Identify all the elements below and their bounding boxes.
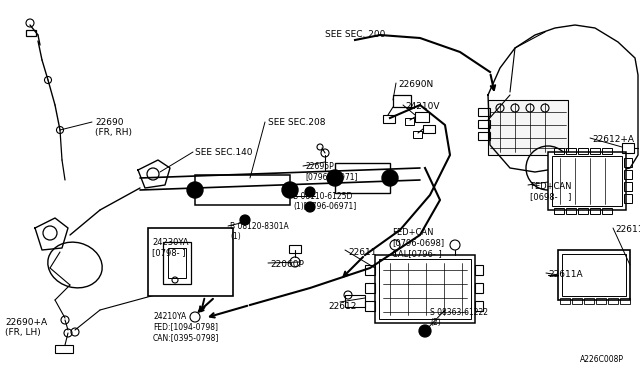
Bar xyxy=(365,301,375,311)
Bar xyxy=(383,115,395,123)
Circle shape xyxy=(382,170,398,186)
Bar xyxy=(393,95,411,107)
Circle shape xyxy=(305,187,315,197)
Text: SEE SEC.140: SEE SEC.140 xyxy=(195,148,253,157)
Bar xyxy=(55,345,73,353)
Bar xyxy=(478,120,490,128)
Bar xyxy=(602,208,612,214)
Bar xyxy=(475,265,483,275)
Bar xyxy=(195,175,290,205)
Bar xyxy=(590,148,600,154)
Text: B 08120-8301A
(1): B 08120-8301A (1) xyxy=(230,222,289,241)
Bar xyxy=(289,245,301,253)
Bar xyxy=(554,148,564,154)
Text: S: S xyxy=(423,328,427,334)
Bar xyxy=(168,248,186,278)
Bar xyxy=(578,208,588,214)
Circle shape xyxy=(305,202,315,212)
Ellipse shape xyxy=(48,242,102,288)
Text: FED+CAN
[0698-    ]: FED+CAN [0698- ] xyxy=(530,182,572,201)
Circle shape xyxy=(419,325,431,337)
Text: 22611: 22611 xyxy=(615,225,640,234)
Text: SEE SEC. 200: SEE SEC. 200 xyxy=(325,30,385,39)
Bar xyxy=(413,131,422,138)
Text: FED+CAN
[0796-0698]
CAL[0796- ]: FED+CAN [0796-0698] CAL[0796- ] xyxy=(392,228,444,258)
Text: 22612: 22612 xyxy=(328,302,356,311)
Text: 24210V: 24210V xyxy=(405,102,440,111)
Circle shape xyxy=(187,182,203,198)
Bar xyxy=(584,298,594,304)
Bar xyxy=(475,301,483,311)
Bar xyxy=(548,152,626,210)
Text: 22695P
[0796-06971]: 22695P [0796-06971] xyxy=(305,162,358,182)
Bar xyxy=(620,298,630,304)
Text: 22690+A
(FR, LH): 22690+A (FR, LH) xyxy=(5,318,47,337)
Bar xyxy=(624,170,632,179)
Bar xyxy=(558,250,630,300)
Bar xyxy=(335,163,390,193)
Bar xyxy=(552,156,622,206)
Bar xyxy=(478,132,490,140)
Bar xyxy=(415,112,429,122)
Bar xyxy=(405,118,414,125)
Bar xyxy=(365,265,375,275)
Text: B: B xyxy=(243,218,247,222)
Bar xyxy=(488,100,568,155)
Text: 22611A: 22611A xyxy=(548,270,582,279)
Bar xyxy=(562,254,626,296)
Bar xyxy=(163,242,191,284)
Circle shape xyxy=(327,170,343,186)
Bar xyxy=(590,208,600,214)
Text: B: B xyxy=(308,189,312,195)
Text: 22612+A: 22612+A xyxy=(592,135,634,144)
Text: A226C008P: A226C008P xyxy=(580,355,624,364)
Bar xyxy=(624,194,632,203)
Text: SEE SEC.208: SEE SEC.208 xyxy=(268,118,326,127)
Bar xyxy=(624,158,632,167)
Bar xyxy=(26,30,36,36)
Bar xyxy=(560,298,570,304)
Text: 22060P: 22060P xyxy=(270,260,304,269)
Bar xyxy=(578,148,588,154)
Bar xyxy=(602,148,612,154)
Bar xyxy=(572,298,582,304)
Bar xyxy=(608,298,618,304)
Text: 22611: 22611 xyxy=(348,248,376,257)
Text: 24210YA
FED:[1094-0798]
CAN:[0395-0798]: 24210YA FED:[1094-0798] CAN:[0395-0798] xyxy=(153,312,220,342)
Bar xyxy=(379,259,471,319)
Text: B 08110-6125D
(1)[0796-06971]: B 08110-6125D (1)[0796-06971] xyxy=(293,192,356,211)
Text: 22690N: 22690N xyxy=(398,80,433,89)
Bar xyxy=(423,125,435,133)
Circle shape xyxy=(240,215,250,225)
Bar xyxy=(566,148,576,154)
Bar xyxy=(475,283,483,293)
Bar xyxy=(148,228,233,296)
Bar xyxy=(566,208,576,214)
Text: 24230YA
[0798- ]: 24230YA [0798- ] xyxy=(152,238,189,257)
Bar xyxy=(624,182,632,191)
Circle shape xyxy=(282,182,298,198)
Bar xyxy=(345,295,365,307)
Bar xyxy=(375,255,475,323)
Bar xyxy=(365,283,375,293)
Bar xyxy=(622,143,634,153)
Bar xyxy=(478,108,490,116)
Bar xyxy=(596,298,606,304)
Text: B: B xyxy=(308,205,312,209)
Text: S 08363-61222
(2): S 08363-61222 (2) xyxy=(430,308,488,327)
Text: 22690
(FR, RH): 22690 (FR, RH) xyxy=(95,118,132,137)
Bar xyxy=(554,208,564,214)
